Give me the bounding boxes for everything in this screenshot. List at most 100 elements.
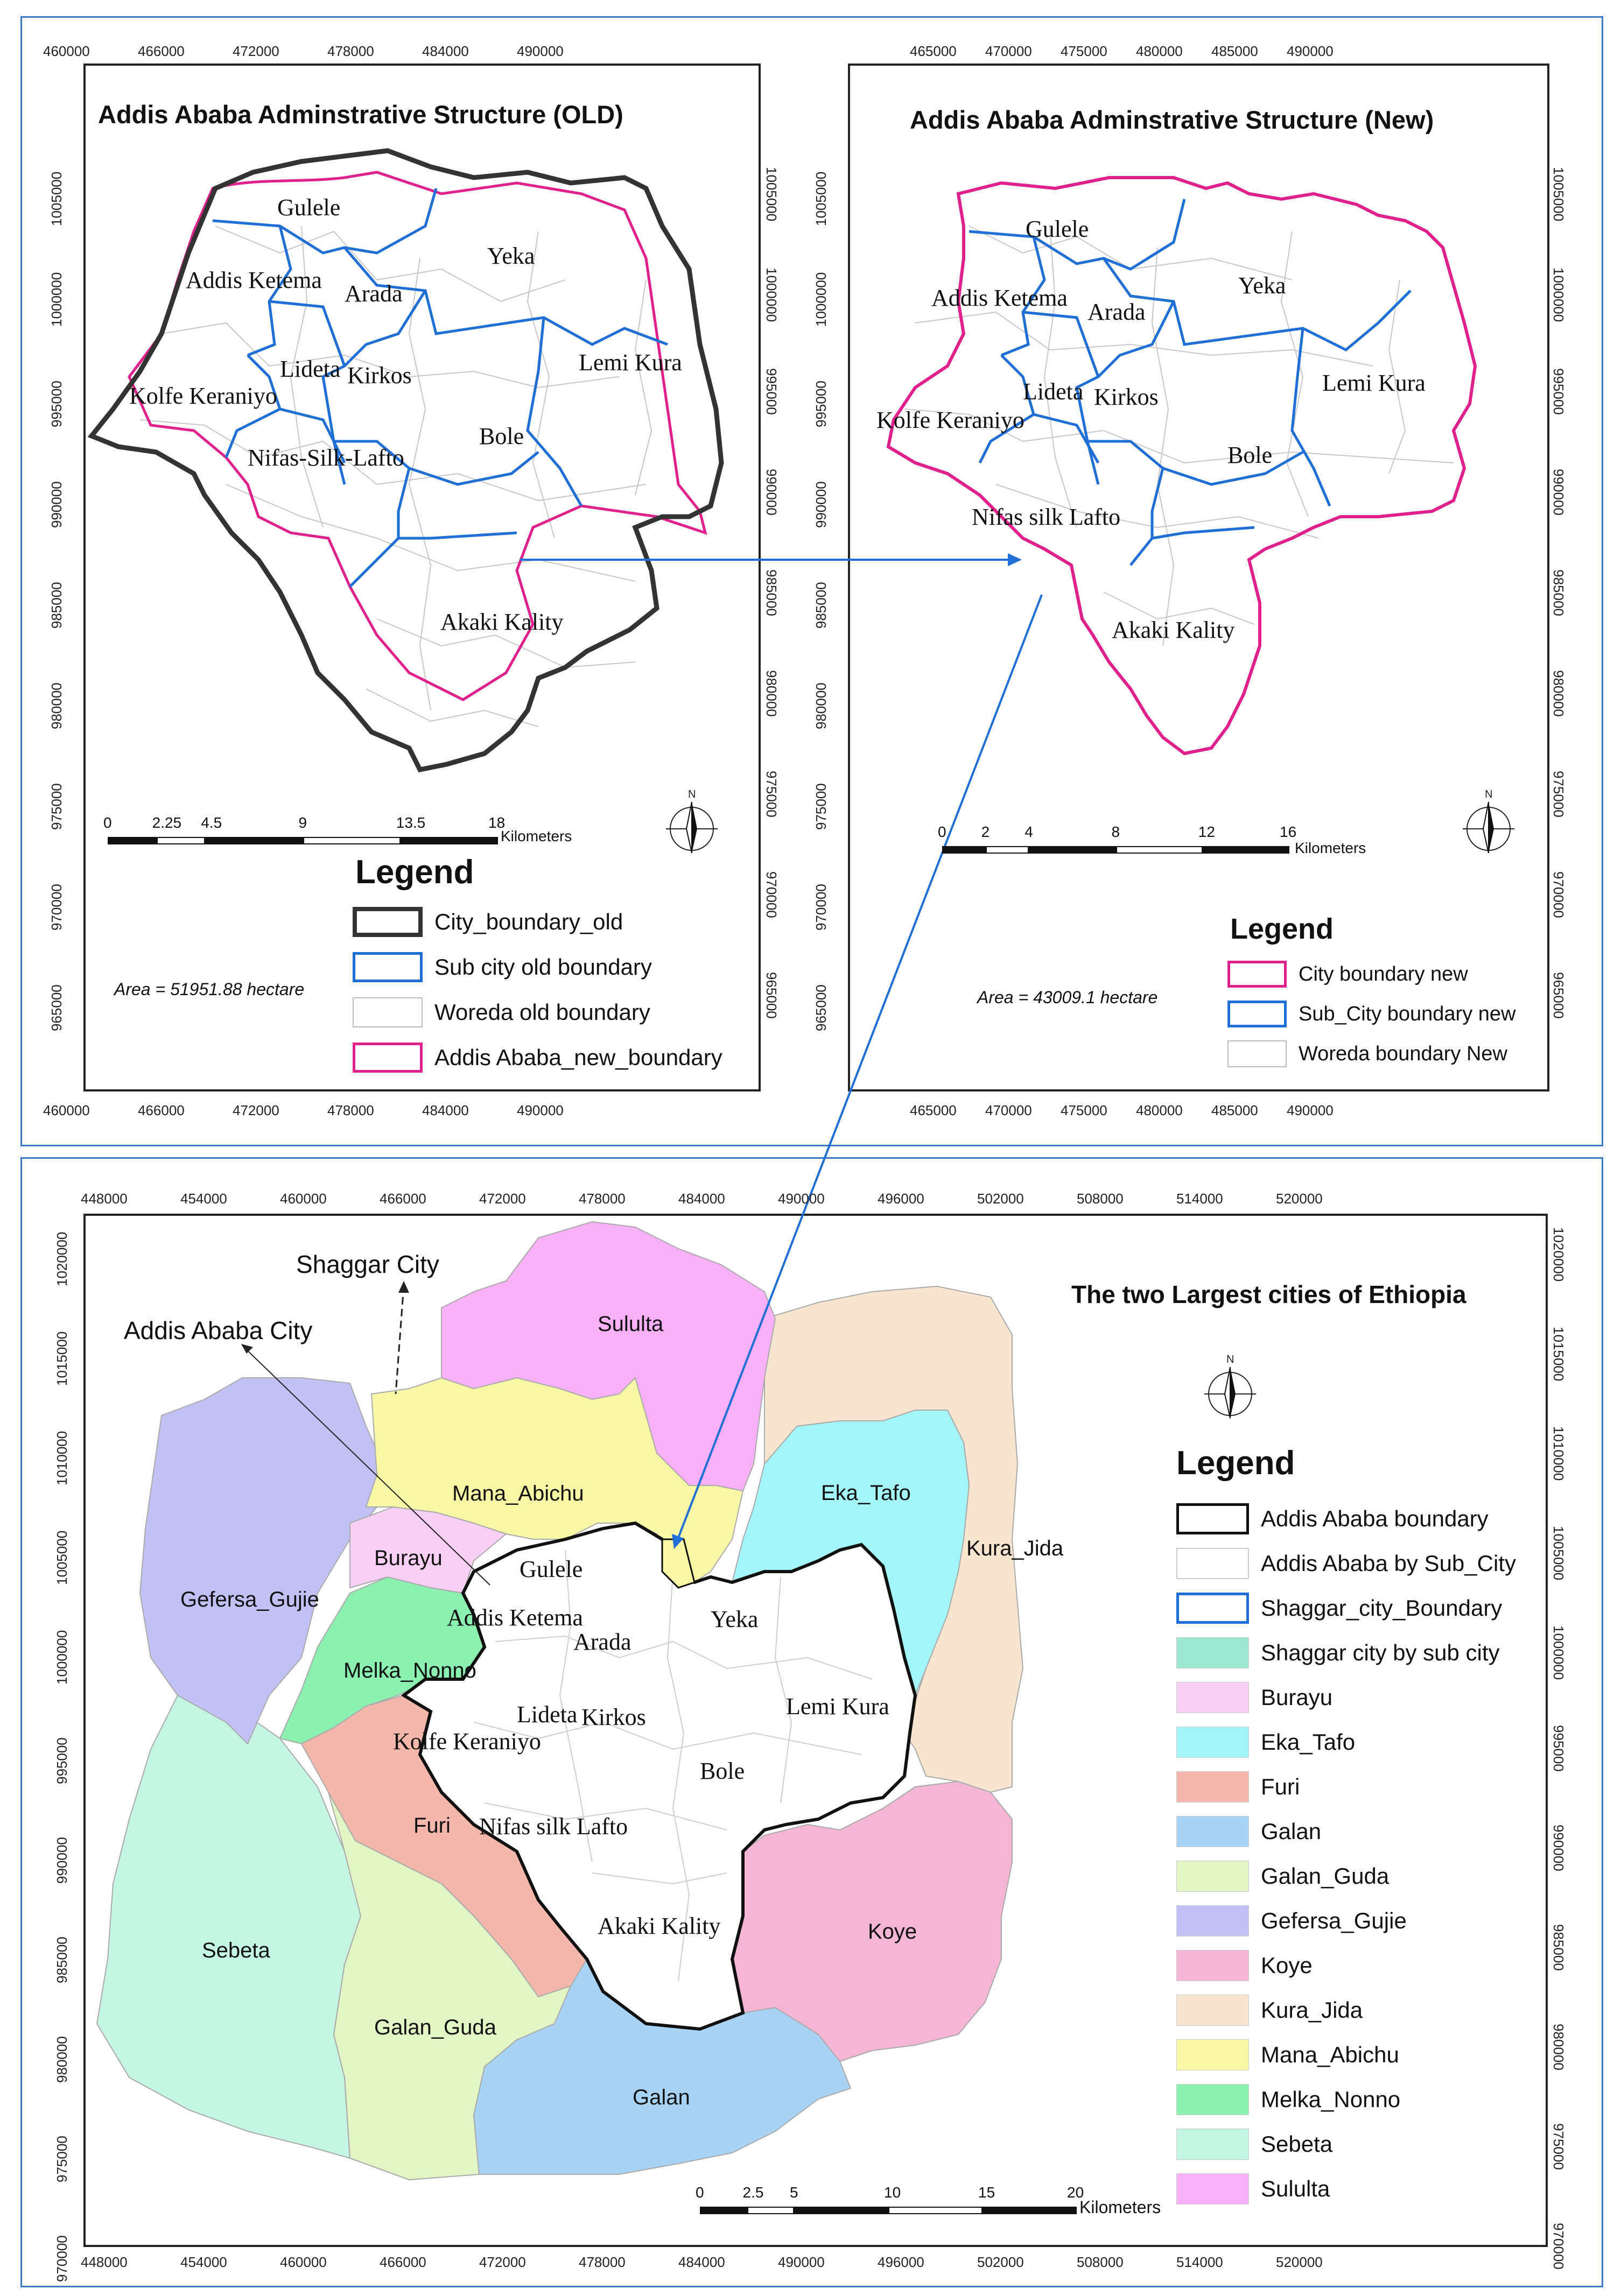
y-tick-label: 1005000 bbox=[54, 1530, 70, 1585]
legend-swatch bbox=[353, 907, 423, 937]
y-tick-label: 995000 bbox=[1550, 368, 1567, 415]
legend-swatch bbox=[1176, 1995, 1249, 2026]
y-tick-label: 995000 bbox=[813, 381, 829, 427]
x-tick-label: 460000 bbox=[280, 1191, 327, 1207]
legend-swatch bbox=[1176, 1593, 1249, 1624]
y-tick-label: 1010000 bbox=[1550, 1426, 1567, 1481]
legend-swatch bbox=[1176, 1503, 1249, 1534]
x-tick-label: 460000 bbox=[43, 43, 90, 59]
y-tick-label: 970000 bbox=[1550, 871, 1567, 918]
legend-swatch bbox=[1176, 2173, 1249, 2205]
region-label-mana-abichu: Mana_Abichu bbox=[452, 1482, 584, 1505]
x-tick-label: 472000 bbox=[479, 1191, 526, 1207]
y-tick-label: 970000 bbox=[48, 884, 65, 931]
x-tick-label: 490000 bbox=[517, 43, 564, 59]
legend-label: Sululta bbox=[1261, 2176, 1330, 2201]
y-tick-label: 975000 bbox=[48, 783, 65, 830]
x-tick-label: 480000 bbox=[1136, 43, 1183, 59]
legend-swatch bbox=[1176, 2084, 1249, 2115]
x-tick-label: 466000 bbox=[380, 1191, 426, 1207]
legend-item: Sub city old boundary bbox=[353, 952, 652, 982]
x-tick-label: 496000 bbox=[878, 2254, 924, 2270]
x-tick-label: 472000 bbox=[479, 2254, 526, 2270]
new-label-akaki-kality: Akaki Kality bbox=[1112, 617, 1235, 643]
legend-swatch bbox=[1176, 1548, 1249, 1579]
scale-bar-segment bbox=[794, 2207, 888, 2214]
x-tick-label: 466000 bbox=[138, 43, 185, 59]
x-tick-label: 448000 bbox=[81, 2254, 128, 2270]
legend-item: Woreda old boundary bbox=[353, 997, 650, 1027]
legend-item: Eka_Tafo bbox=[1176, 1727, 1355, 1758]
legend-item: Galan bbox=[1176, 1816, 1321, 1847]
aa-label-lideta: Lideta bbox=[517, 1701, 578, 1728]
x-tick-label: 472000 bbox=[233, 1102, 279, 1118]
y-tick-label: 970000 bbox=[1550, 2223, 1567, 2270]
aa-label-arada: Arada bbox=[573, 1629, 631, 1655]
new-label-kolfe-keraniyo: Kolfe Keraniyo bbox=[876, 407, 1024, 433]
y-tick-label: 1005000 bbox=[48, 171, 65, 226]
callout-shaggar-city: Shaggar City bbox=[296, 1250, 439, 1278]
x-tick-label: 502000 bbox=[977, 1191, 1024, 1207]
legend-item: Mana_Abichu bbox=[1176, 2039, 1399, 2070]
legend-label: Kura_Jida bbox=[1261, 1997, 1363, 2023]
region-label-burayu: Burayu bbox=[374, 1546, 443, 1570]
legend-swatch bbox=[1227, 1040, 1287, 1067]
y-tick-label: 975000 bbox=[1550, 2123, 1567, 2170]
old-label-lemi-kura: Lemi Kura bbox=[579, 349, 682, 376]
x-tick-label: 490000 bbox=[778, 1191, 825, 1207]
legend-item: Gefersa_Gujie bbox=[1176, 1905, 1407, 1936]
old-area-text: Area = 51951.88 hectare bbox=[114, 980, 305, 999]
y-tick-label: 990000 bbox=[813, 481, 829, 528]
y-tick-label: 995000 bbox=[48, 381, 65, 427]
y-tick-label: 965000 bbox=[48, 984, 65, 1031]
legend-item: Woreda boundary New bbox=[1227, 1040, 1507, 1067]
y-tick-label: 965000 bbox=[1550, 972, 1567, 1019]
x-tick-label: 480000 bbox=[1136, 1102, 1183, 1118]
y-tick-label: 1015000 bbox=[1550, 1327, 1567, 1382]
aa-label-kolfe-keraniyo: Kolfe Keraniyo bbox=[393, 1728, 541, 1755]
scale-tick-label: 18 bbox=[488, 814, 506, 831]
x-tick-label: 490000 bbox=[778, 2254, 825, 2270]
legend-swatch bbox=[1176, 1682, 1249, 1713]
y-tick-label: 990000 bbox=[1550, 1825, 1567, 1871]
legend-swatch bbox=[1176, 1727, 1249, 1758]
y-tick-label: 975000 bbox=[1550, 771, 1567, 818]
y-tick-label: 1000000 bbox=[54, 1630, 70, 1685]
y-tick-label: 990000 bbox=[1550, 469, 1567, 516]
scale-tick-label: 8 bbox=[1111, 823, 1120, 840]
legend-item: Furi bbox=[1176, 1771, 1300, 1802]
x-tick-label: 490000 bbox=[1287, 43, 1334, 59]
y-tick-label: 1000000 bbox=[813, 272, 829, 327]
old-label-kirkos: Kirkos bbox=[347, 362, 412, 389]
north-arrow-n-label: N bbox=[1485, 788, 1493, 800]
new-label-gulele: Gulele bbox=[1026, 216, 1089, 242]
region-label-sebeta: Sebeta bbox=[202, 1939, 270, 1962]
old-label-nifas-silk-lafto: Nifas-Silk-Lafto bbox=[248, 445, 404, 471]
aa-label-lemi-kura: Lemi Kura bbox=[786, 1693, 889, 1720]
scale-bar-segment bbox=[985, 846, 1029, 854]
x-tick-label: 484000 bbox=[678, 2254, 725, 2270]
legend-swatch bbox=[1176, 1861, 1249, 1892]
legend-item: Addis Ababa_new_boundary bbox=[353, 1043, 722, 1073]
legend-item: City_boundary_old bbox=[353, 907, 623, 937]
x-tick-label: 475000 bbox=[1061, 43, 1107, 59]
new-label-bole: Bole bbox=[1227, 442, 1273, 468]
aa-label-addis-ketema: Addis Ketema bbox=[447, 1604, 583, 1631]
legend-label: Addis Ababa boundary bbox=[1261, 1506, 1489, 1531]
scale-tick-label: 10 bbox=[884, 2184, 901, 2201]
old-label-kolfe-keraniyo: Kolfe Keraniyo bbox=[129, 383, 277, 409]
legend-item: Shaggar city by sub city bbox=[1176, 1637, 1500, 1668]
y-tick-label: 1000000 bbox=[48, 272, 65, 327]
north-arrow-icon bbox=[1463, 801, 1514, 854]
x-tick-label: 470000 bbox=[985, 1102, 1032, 1118]
scale-bar-segment bbox=[205, 837, 303, 844]
scale-tick-label: 2.25 bbox=[152, 814, 182, 831]
scale-tick-label: 2.5 bbox=[742, 2184, 764, 2201]
legend-item: Shaggar_city_Boundary bbox=[1176, 1593, 1502, 1624]
legend-label: Sub_City boundary new bbox=[1299, 1002, 1516, 1025]
legend-label: Furi bbox=[1261, 1774, 1300, 1799]
x-tick-label: 478000 bbox=[579, 2254, 626, 2270]
old-label-addis-ketema: Addis Ketema bbox=[186, 267, 322, 293]
x-tick-label: 475000 bbox=[1061, 1102, 1107, 1118]
